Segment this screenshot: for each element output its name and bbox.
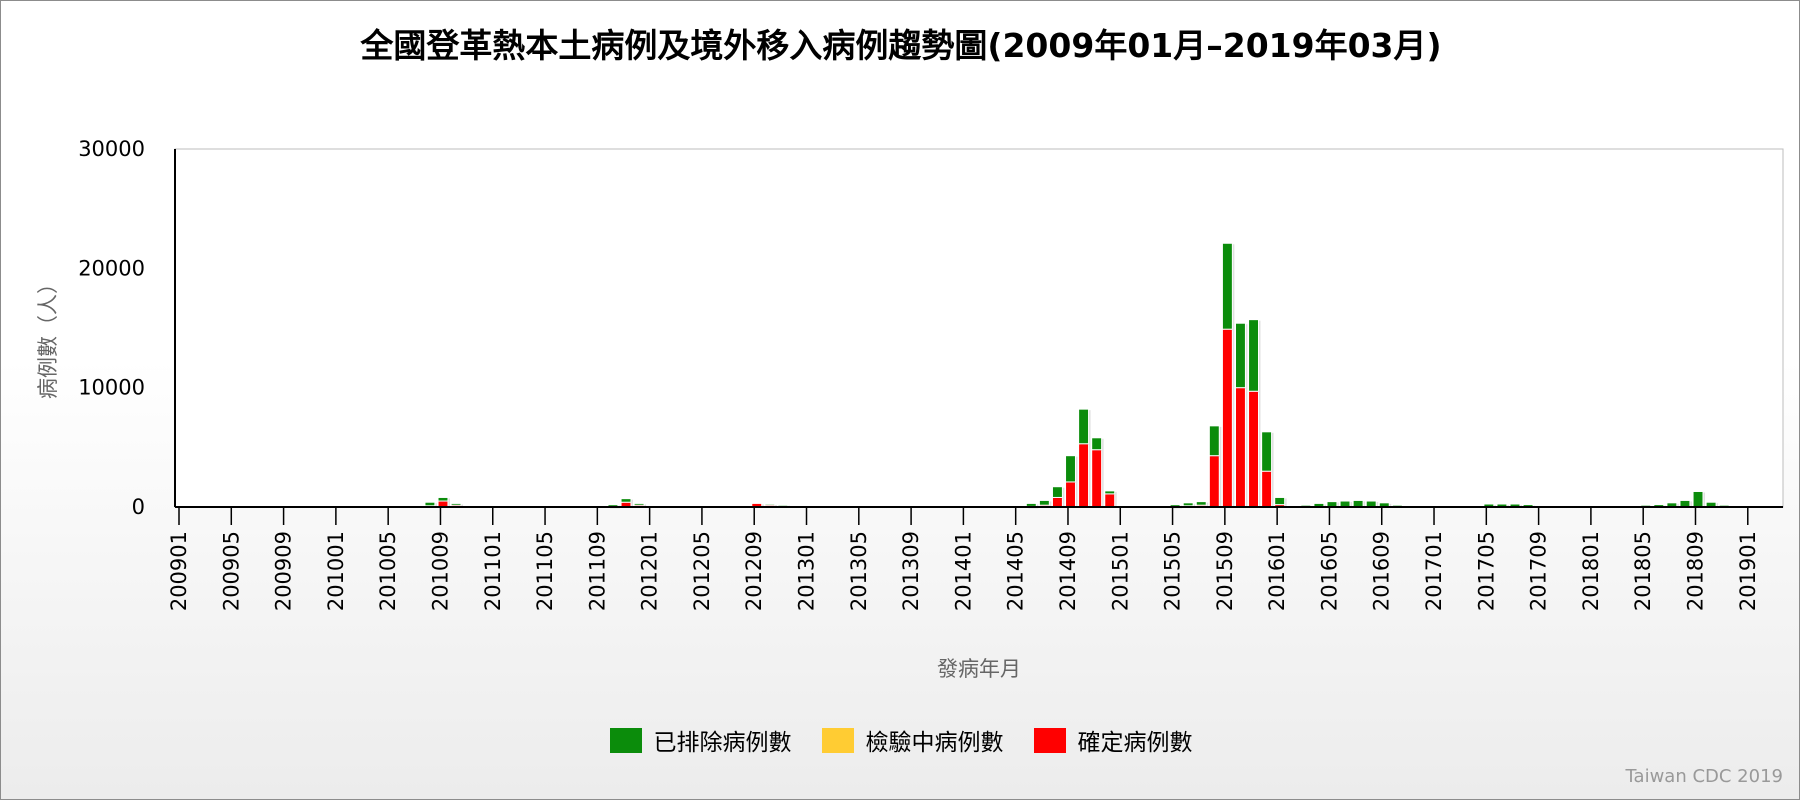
bar-segment [1221,328,1233,508]
x-tick-label: 201505 [1161,531,1185,611]
bar-segment [1025,502,1037,507]
credit-text: Taiwan CDC 2019 [1625,766,1783,787]
bar-segment [1234,322,1246,389]
bar-segment [1104,493,1116,508]
bar-segment [1274,496,1286,506]
x-tick-label: 200909 [272,531,296,611]
x-tick-label: 201005 [376,531,400,611]
bar-segment [1208,425,1220,457]
bar-segment [764,503,776,506]
bar-segment [437,496,449,502]
legend-item-confirmed[interactable]: 確定病例數 [1033,723,1193,757]
bar-segment [1091,437,1103,451]
bar-segment [1195,501,1207,506]
chart-title: 全國登革熱本土病例及境外移入病例趨勢圖(2009年01月–2019年03月) [360,26,1442,65]
legend-label-pending: 檢驗中病例數 [865,730,1004,756]
bar-segment [1208,455,1220,508]
x-tick-label: 201709 [1527,531,1551,611]
bar-segment [450,502,462,506]
bar-segment [1065,481,1076,508]
x-tick-label: 201701 [1422,531,1446,611]
x-tick-label: 201109 [585,531,609,611]
x-tick-label: 201501 [1108,531,1132,611]
x-tick-label: 201209 [742,531,766,611]
x-tick-label: 201601 [1265,531,1289,611]
legend-swatch-excluded [609,727,642,753]
bar-segment [1261,431,1273,472]
x-tick-label: 201805 [1631,531,1655,611]
legend-item-pending[interactable]: 檢驗中病例數 [821,723,1004,757]
x-tick-label: 201901 [1736,531,1760,611]
x-tick-label: 201105 [533,531,557,611]
x-tick-label: 201609 [1370,531,1394,611]
bar-segment [1104,490,1116,495]
x-tick-label: 200905 [219,531,243,611]
x-tick-label: 201201 [638,531,662,611]
legend-label-confirmed: 確定病例數 [1077,730,1193,756]
bar-segment [1221,242,1233,330]
y-tick-label: 20000 [78,256,145,280]
bar-segment [620,498,632,503]
x-tick-label: 201801 [1579,531,1603,611]
y-tick-label: 10000 [78,376,145,400]
bar-segment [1065,455,1076,483]
x-tick-label: 201809 [1683,531,1707,611]
plot-area [174,148,1784,508]
bar-segment [1091,449,1103,508]
legend-swatch-confirmed [1033,727,1066,753]
bar-segment [1692,490,1704,508]
bar-segment [1051,486,1063,498]
bar-segment [1051,496,1063,508]
bar-segment [1038,499,1050,506]
y-tick-label: 30000 [78,137,145,161]
bar-segment [633,502,645,506]
bar-segment [1078,408,1090,445]
x-tick-label: 201101 [481,531,505,611]
bar-segment [1261,470,1273,508]
bar-segment [777,504,789,507]
legend-item-excluded[interactable]: 已排除病例數 [609,723,792,757]
x-tick-label: 201409 [1056,531,1080,611]
bar-segment [1248,319,1260,392]
legend-swatch-pending [821,727,854,753]
x-tick-label: 201205 [690,531,714,611]
x-tick-label: 201509 [1213,531,1237,611]
x-tick-label: 201705 [1474,531,1498,611]
x-tick-label: 201405 [1004,531,1028,611]
bar-segment [1078,443,1090,508]
legend-label-excluded: 已排除病例數 [653,730,792,756]
x-tick-label: 201001 [324,531,348,611]
x-axis-label: 發病年月 [937,657,1021,681]
bar-segment [1182,502,1194,507]
bar-segment [1234,387,1246,508]
bar-segment [424,501,436,507]
x-tick-label: 201009 [428,531,452,611]
x-tick-label: 201305 [847,531,871,611]
x-tick-label: 201401 [951,531,975,611]
x-tick-label: 200901 [167,531,191,611]
bar-segment [1248,390,1260,508]
x-tick-label: 201309 [899,531,923,611]
y-tick-label: 0 [132,495,145,519]
x-tick-label: 201301 [795,531,819,611]
legend: 已排除病例數 檢驗中病例數 確定病例數 [1,723,1799,757]
x-tick-label: 201605 [1317,531,1341,611]
